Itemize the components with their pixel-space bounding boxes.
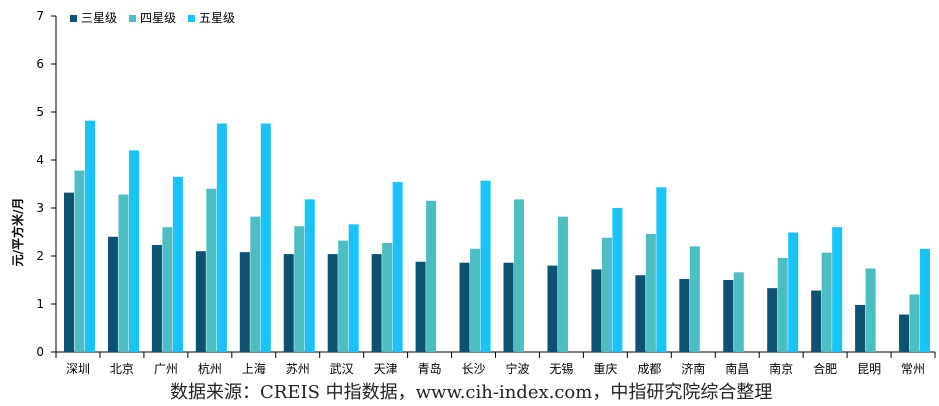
- legend-swatch: [188, 15, 195, 22]
- bar-三星级-常州: [899, 314, 910, 352]
- bar-三星级-合肥: [811, 290, 822, 352]
- bar-三星级-宁波: [503, 262, 514, 352]
- legend-label: 三星级: [81, 11, 117, 25]
- bar-三星级-青岛: [415, 261, 426, 352]
- bar-三星级-北京: [107, 236, 118, 352]
- bar-四星级-苏州: [294, 226, 305, 352]
- x-tick-label: 成都: [637, 362, 661, 376]
- x-tick-label: 南昌: [725, 361, 749, 376]
- bar-四星级-天津: [382, 243, 393, 352]
- x-tick-label: 北京: [110, 362, 134, 376]
- x-tick-label: 南京: [769, 361, 793, 376]
- bar-四星级-昆明: [865, 268, 876, 352]
- x-tick-label: 上海: [242, 361, 266, 376]
- bar-三星级-深圳: [64, 192, 74, 352]
- bars: [64, 120, 931, 353]
- bar-四星级-重庆: [601, 237, 612, 352]
- bar-三星级-长沙: [459, 262, 470, 352]
- y-tick-label: 1: [36, 297, 44, 311]
- y-tick-label: 3: [36, 201, 44, 215]
- x-tick-label: 杭州: [198, 361, 222, 376]
- bar-四星级-青岛: [426, 200, 437, 352]
- x-tick-label: 苏州: [286, 362, 310, 376]
- bar-五星级-常州: [920, 248, 931, 352]
- bar-五星级-杭州: [216, 123, 227, 353]
- bar-四星级-成都: [645, 233, 656, 352]
- bar-五星级-武汉: [348, 224, 359, 352]
- bar-三星级-苏州: [283, 254, 294, 352]
- y-tick-label: 7: [36, 9, 44, 23]
- axes: [55, 16, 935, 353]
- bar-四星级-无锡: [557, 216, 568, 352]
- bar-五星级-深圳: [85, 120, 95, 352]
- bar-三星级-成都: [635, 275, 646, 352]
- x-tick-label: 常州: [901, 362, 925, 376]
- bar-四星级-长沙: [470, 248, 481, 352]
- bar-五星级-成都: [656, 187, 667, 352]
- legend-label: 五星级: [199, 11, 235, 25]
- legend-label: 四星级: [140, 11, 176, 25]
- x-tick-label: 重庆: [593, 362, 617, 376]
- x-tick-label: 天津: [374, 362, 398, 376]
- bar-三星级-杭州: [195, 251, 206, 352]
- bar-四星级-南昌: [733, 272, 744, 352]
- chart-svg: 元/平方米/月 0 1 2 3 4 5 6 7 深圳 北京 广州 杭州 上海 苏州 武汉 天津 青岛 长沙 宁波 无…: [10, 9, 936, 376]
- bar-五星级-苏州: [304, 199, 315, 352]
- bar-三星级-重庆: [591, 269, 602, 352]
- bar-四星级-北京: [118, 194, 129, 352]
- bar-三星级-济南: [679, 279, 690, 352]
- bar-三星级-南昌: [723, 280, 734, 352]
- y-axis-label: 元/平方米/月: [10, 198, 25, 267]
- x-tick-label: 无锡: [549, 361, 573, 376]
- bar-四星级-武汉: [338, 240, 349, 352]
- y-axis-label-group: 元/平方米/月: [10, 198, 25, 267]
- x-tick-label: 济南: [681, 361, 705, 376]
- y-tick-label: 4: [36, 153, 44, 167]
- x-tick-label: 宁波: [505, 361, 529, 376]
- bar-四星级-杭州: [206, 188, 217, 352]
- x-tick-label: 深圳: [66, 362, 90, 376]
- x-tick-label: 合肥: [813, 361, 837, 376]
- x-tick-label: 青岛: [418, 361, 442, 376]
- bar-四星级-宁波: [514, 199, 524, 352]
- x-tick-label: 武汉: [330, 362, 354, 376]
- y-tick-label: 2: [36, 249, 44, 263]
- y-ticks: 0 1 2 3 4 5 6 7: [36, 9, 56, 359]
- y-tick-label: 6: [36, 57, 44, 71]
- bar-四星级-广州: [162, 227, 173, 352]
- bar-四星级-常州: [909, 294, 920, 352]
- y-tick-label: 5: [36, 105, 44, 119]
- bar-四星级-深圳: [74, 170, 85, 352]
- bar-三星级-昆明: [855, 304, 866, 352]
- bar-五星级-天津: [392, 182, 403, 352]
- bar-五星级-重庆: [612, 208, 623, 352]
- bar-四星级-济南: [689, 246, 700, 352]
- bar-四星级-合肥: [821, 252, 832, 352]
- y-tick-label: 0: [36, 345, 44, 359]
- bar-五星级-南京: [788, 232, 799, 352]
- x-tick-label: 长沙: [462, 362, 486, 376]
- source-note: 数据来源：CREIS 中指数据，www.cih-index.com，中指研究院综…: [170, 382, 773, 403]
- legend-swatch: [129, 15, 136, 22]
- legend: 三星级 四星级 五星级: [70, 11, 235, 25]
- bar-五星级-北京: [128, 150, 139, 352]
- bar-五星级-合肥: [832, 227, 843, 352]
- bar-三星级-南京: [767, 288, 778, 352]
- bar-五星级-广州: [172, 176, 183, 352]
- x-ticks: 深圳 北京 广州 杭州 上海 苏州 武汉 天津 青岛 长沙 宁波 无锡 重庆 成都 济南 南昌 南京 合肥 昆明 常州: [55, 352, 936, 376]
- bar-三星级-天津: [371, 254, 382, 352]
- legend-swatch: [70, 15, 77, 22]
- bar-五星级-上海: [260, 123, 271, 353]
- x-tick-label: 昆明: [857, 362, 881, 376]
- bar-三星级-无锡: [547, 265, 558, 352]
- x-tick-label: 广州: [154, 362, 178, 376]
- bar-三星级-武汉: [327, 254, 338, 352]
- bar-三星级-广州: [151, 244, 162, 352]
- bar-五星级-长沙: [480, 180, 491, 352]
- bar-四星级-上海: [250, 216, 261, 352]
- bar-三星级-上海: [239, 252, 250, 352]
- bar-四星级-南京: [777, 257, 788, 352]
